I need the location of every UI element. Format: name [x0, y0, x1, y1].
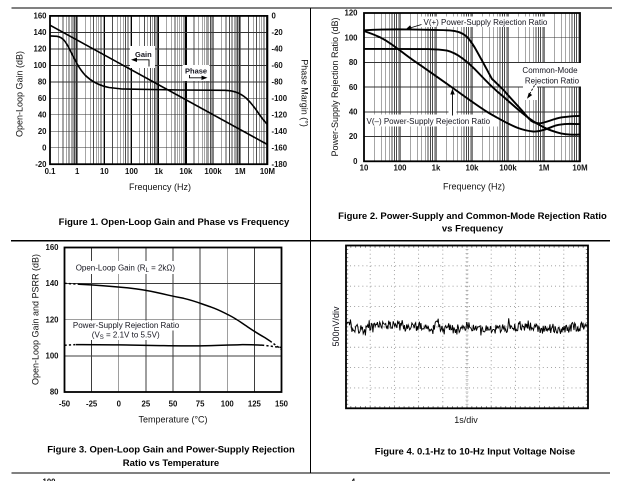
svg-text:10M: 10M [572, 164, 587, 173]
svg-text:150: 150 [275, 400, 289, 409]
svg-text:Phase: Phase [185, 67, 207, 76]
svg-text:Gain: Gain [135, 50, 152, 59]
svg-text:120: 120 [344, 9, 358, 18]
svg-text:Common-Mode: Common-Mode [522, 66, 578, 75]
svg-text:10k: 10k [179, 167, 193, 176]
svg-text:Figure 4. 0.1-Hz to 10-Hz Inp: Figure 4. 0.1-Hz to 10-Hz Input Voltage … [375, 446, 575, 457]
svg-text:vs Frequency: vs Frequency [442, 224, 504, 235]
svg-text:125: 125 [248, 400, 262, 409]
svg-text:Open-Loop Gain (dB): Open-Loop Gain (dB) [15, 51, 25, 137]
svg-text:Open-Loop Gain and PSRR (dB): Open-Loop Gain and PSRR (dB) [31, 254, 41, 385]
svg-text:Frequency (Hz): Frequency (Hz) [443, 182, 505, 192]
svg-text:1M: 1M [539, 164, 550, 173]
svg-text:-100: -100 [272, 94, 288, 103]
svg-text:4: 4 [351, 478, 356, 481]
svg-text:0: 0 [272, 12, 277, 21]
svg-text:-20: -20 [272, 28, 284, 37]
svg-text:-120: -120 [272, 110, 288, 119]
svg-text:40: 40 [38, 110, 47, 119]
svg-text:1k: 1k [432, 164, 441, 173]
svg-text:120: 120 [45, 315, 59, 324]
svg-text:Temperature (°C): Temperature (°C) [138, 415, 207, 425]
svg-text:120: 120 [33, 44, 47, 53]
svg-text:(VS = 2.1V to 5.5V): (VS = 2.1V to 5.5V) [92, 331, 160, 342]
svg-text:0: 0 [353, 157, 358, 166]
svg-text:80: 80 [38, 77, 47, 86]
svg-text:-25: -25 [86, 400, 98, 409]
svg-text:Figure 1. Open-Loop Gain and: Figure 1. Open-Loop Gain and Phase vs Fr… [59, 217, 290, 228]
svg-text:0: 0 [117, 400, 122, 409]
svg-text:60: 60 [349, 83, 358, 92]
svg-text:100: 100 [221, 400, 235, 409]
svg-text:-80: -80 [272, 77, 284, 86]
svg-text:-160: -160 [272, 143, 288, 152]
svg-text:140: 140 [33, 28, 47, 37]
svg-text:Power-Supply Rejection Ratio: Power-Supply Rejection Ratio [73, 321, 180, 330]
svg-text:40: 40 [349, 107, 358, 116]
svg-text:1s/div: 1s/div [454, 415, 478, 425]
svg-text:100k: 100k [204, 167, 222, 176]
svg-text:Rejection Ratio: Rejection Ratio [525, 77, 580, 86]
svg-text:10k: 10k [465, 164, 479, 173]
svg-text:100: 100 [45, 351, 59, 360]
svg-text:1M: 1M [235, 167, 246, 176]
svg-text:0: 0 [42, 143, 47, 152]
svg-text:100: 100 [42, 478, 56, 481]
svg-text:80: 80 [50, 388, 59, 397]
svg-text:V(–) Power-Supply Rejection Ra: V(–) Power-Supply Rejection Ratio [367, 117, 491, 126]
svg-text:75: 75 [196, 400, 205, 409]
svg-text:-20: -20 [35, 160, 47, 169]
svg-text:1k: 1k [154, 167, 163, 176]
svg-text:100: 100 [125, 167, 139, 176]
svg-text:Open-Loop Gain (RL = 2kΩ): Open-Loop Gain (RL = 2kΩ) [76, 263, 176, 274]
svg-text:10: 10 [100, 167, 109, 176]
svg-text:Figure 3. Open-Loop Gain and: Figure 3. Open-Loop Gain and Power-Suppl… [47, 445, 295, 456]
svg-text:10: 10 [360, 164, 369, 173]
svg-text:60: 60 [38, 94, 47, 103]
svg-text:20: 20 [349, 132, 358, 141]
svg-text:Ratio vs Temperature: Ratio vs Temperature [123, 458, 219, 469]
svg-text:160: 160 [33, 12, 47, 21]
svg-text:100: 100 [33, 61, 47, 70]
svg-text:100: 100 [393, 164, 407, 173]
svg-text:-40: -40 [272, 44, 284, 53]
svg-text:20: 20 [38, 127, 47, 136]
svg-text:50: 50 [169, 400, 178, 409]
svg-text:80: 80 [349, 58, 358, 67]
svg-text:10M: 10M [260, 167, 275, 176]
svg-text:Power-Supply Rejection Ratio (: Power-Supply Rejection Ratio (dB) [330, 17, 340, 156]
svg-text:Frequency (Hz): Frequency (Hz) [129, 182, 191, 192]
svg-text:-50: -50 [59, 400, 71, 409]
svg-text:160: 160 [45, 243, 59, 252]
svg-text:25: 25 [142, 400, 151, 409]
svg-text:100: 100 [344, 33, 358, 42]
svg-text:Phase Margin (°): Phase Margin (°) [300, 59, 310, 127]
svg-text:1: 1 [75, 167, 80, 176]
svg-text:140: 140 [45, 279, 59, 288]
svg-text:-180: -180 [272, 160, 288, 169]
svg-text:0.1: 0.1 [45, 167, 57, 176]
svg-text:-60: -60 [272, 61, 284, 70]
svg-text:V(+) Power-Supply Rejection Ra: V(+) Power-Supply Rejection Ratio [424, 18, 548, 27]
svg-text:500nV/div: 500nV/div [331, 306, 341, 347]
svg-text:Figure 2. Power-Supply and Co: Figure 2. Power-Supply and Common-Mode R… [338, 211, 607, 222]
svg-text:100k: 100k [499, 164, 517, 173]
svg-text:-140: -140 [272, 127, 288, 136]
